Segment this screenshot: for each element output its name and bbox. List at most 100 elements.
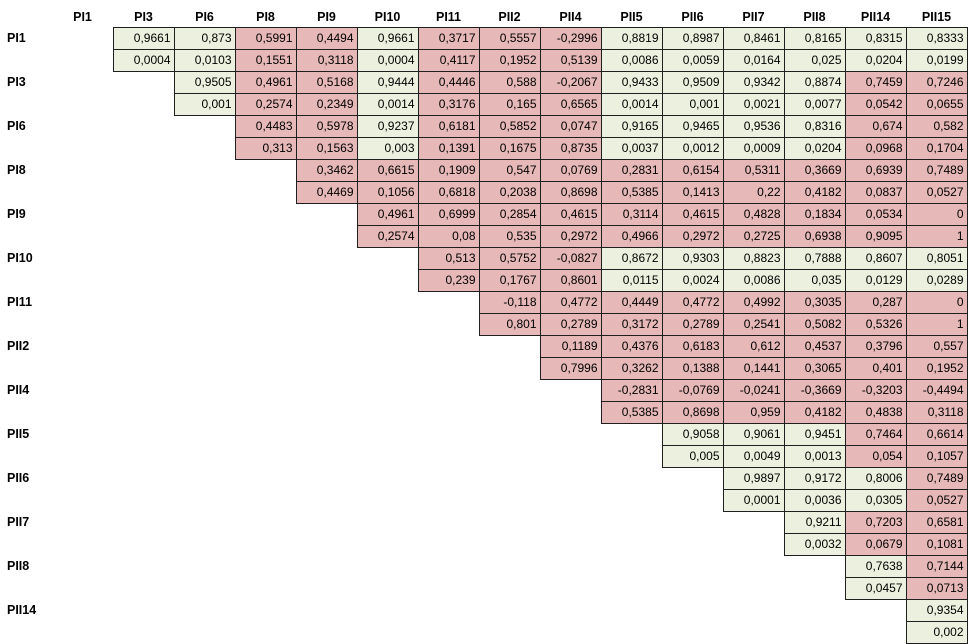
empty-cell: [235, 247, 296, 291]
pval-cell-pi1-pii5: 0,0086: [600, 48, 663, 72]
corr-cell-pii5-pii14: 0,7464: [844, 422, 907, 446]
corr-cell-pi10-pii2: 0,5752: [478, 246, 541, 270]
corr-cell-pii2-pii4: 0,1189: [539, 334, 602, 358]
row-header-pii7: PII7: [7, 515, 30, 529]
column-header-pi10: PI10: [374, 9, 401, 24]
pval-cell-pii7-pii8: 0,0032: [783, 532, 846, 556]
empty-cell: [296, 555, 357, 599]
corr-cell-pi9-pii15: 0: [905, 202, 968, 226]
empty-cell: [113, 247, 174, 291]
row-header-pi3: PI3: [7, 75, 26, 89]
column-header-pii6: PII6: [681, 9, 704, 24]
matrix-row-r-pi8: PI8 0,3462 0,6615 0,1909 0,547 0,0769 0,2831 0,…: [6, 158, 968, 203]
corr-cell-pii6-pii8: 0,9172: [783, 466, 846, 490]
empty-cell: [113, 335, 174, 379]
empty-cell: [418, 599, 479, 643]
empty-cell: [723, 555, 784, 599]
empty-cell: [113, 291, 174, 335]
pval-cell-pii2-pii4: 0,7996: [539, 356, 602, 380]
pval-cell-pi6-pi9: 0,1563: [295, 136, 358, 160]
row-header-pi11: PI11: [7, 295, 33, 309]
pval-cell-pi10-pii7: 0,0086: [722, 268, 785, 292]
corr-cell-pi6-pi8: 0,4483: [234, 114, 297, 138]
matrix-row-p-pii5: 0,005 0,0049 0,0013 0,054 0,1057: [6, 444, 968, 468]
corr-cell-pi8-pii15: 0,7489: [905, 158, 968, 182]
corr-cell-pi3-pi10: 0,9444: [356, 70, 419, 94]
pval-cell-pi11-pii2: 0,801: [478, 312, 541, 336]
pval-cell-pi6-pii5: 0,0037: [600, 136, 663, 160]
column-header-pii7: PII7: [742, 9, 765, 24]
corr-cell-pi8-pii4: 0,0769: [539, 158, 602, 182]
empty-cell: [601, 599, 662, 643]
empty-cell: [418, 379, 479, 423]
corr-cell-pi3-pii8: 0,8874: [783, 70, 846, 94]
row-header-pii5: PII5: [7, 427, 30, 441]
empty-cell: [845, 599, 906, 643]
empty-cell: [235, 467, 296, 511]
corr-cell-pi11-pii6: 0,4772: [661, 290, 724, 314]
empty-cell: [357, 599, 418, 643]
pval-cell-pi6-pii15: 0,1704: [905, 136, 968, 160]
pval-cell-pi9-pii14: 0,9095: [844, 224, 907, 248]
pval-cell-pii2-pii14: 0,401: [844, 356, 907, 380]
empty-cell: [52, 599, 113, 643]
empty-cell: [357, 555, 418, 599]
matrix-row-r-pii8: PII8 0,7638 0,7144: [6, 554, 968, 599]
empty-cell: [235, 335, 296, 379]
empty-cell: [601, 467, 662, 511]
matrix-row-r-pi11: PI11 -0,118 0,4772 0,4449 0,4772 0,4992 0,3035…: [6, 290, 968, 335]
empty-cell: [784, 555, 845, 599]
matrix-row-p-pii7: 0,0032 0,0679 0,1081: [6, 532, 968, 556]
pval-cell-pi6-pii6: 0,0012: [661, 136, 724, 160]
pval-cell-pi10-pi11: 0,239: [417, 268, 480, 292]
corr-cell-pi6-pi9: 0,5978: [295, 114, 358, 138]
corr-cell-pii4-pii6: -0,0769: [661, 378, 724, 402]
corr-cell-pi10-pii7: 0,8823: [722, 246, 785, 270]
corr-cell-pi6-pii2: 0,5852: [478, 114, 541, 138]
corr-cell-pi6-pi10: 0,9237: [356, 114, 419, 138]
corr-cell-pi11-pii14: 0,287: [844, 290, 907, 314]
pval-cell-pi3-pi9: 0,2349: [295, 92, 358, 116]
pval-cell-pi11-pii6: 0,2789: [661, 312, 724, 336]
empty-cell: [113, 71, 174, 115]
matrix-row-p-pii2: 0,7996 0,3262 0,1388 0,1441 0,3065 0,401 0,195…: [6, 356, 968, 380]
pval-cell-pii5-pii14: 0,054: [844, 444, 907, 468]
empty-cell: [174, 159, 235, 203]
empty-cell: [296, 467, 357, 511]
empty-cell: [479, 555, 540, 599]
pval-cell-pii4-pii8: 0,4182: [783, 400, 846, 424]
pval-cell-pi3-pi10: 0,0014: [356, 92, 419, 116]
corr-cell-pii2-pii6: 0,6183: [661, 334, 724, 358]
empty-cell: [418, 291, 479, 335]
matrix-row-r-pi1: PI1 0,9661 0,873 0,5991 0,4494 0,9661 0,3717 0,…: [6, 26, 968, 71]
corr-cell-pi1-pi3: 0,9661: [112, 26, 175, 50]
pval-cell-pii6-pii14: 0,0305: [844, 488, 907, 512]
empty-cell: [357, 467, 418, 511]
empty-cell: [357, 335, 418, 379]
corr-cell-pi9-pii7: 0,4828: [722, 202, 785, 226]
empty-cell: [479, 379, 540, 423]
pval-cell-pi3-pi11: 0,3176: [417, 92, 480, 116]
empty-cell: [52, 159, 113, 203]
corr-cell-pi8-pii5: 0,2831: [600, 158, 663, 182]
pval-cell-pi10-pii5: 0,0115: [600, 268, 663, 292]
corr-cell-pi1-pii2: 0,5557: [478, 26, 541, 50]
pval-cell-pi10-pii8: 0,035: [783, 268, 846, 292]
empty-cell: [357, 247, 418, 291]
empty-cell: [174, 423, 235, 467]
pval-cell-pi1-pii15: 0,0199: [905, 48, 968, 72]
pval-cell-pi9-pii6: 0,2972: [661, 224, 724, 248]
pval-cell-pi8-pi11: 0,6818: [417, 180, 480, 204]
empty-cell: [235, 511, 296, 555]
corr-cell-pii5-pii15: 0,6614: [905, 422, 968, 446]
corr-cell-pi9-pii5: 0,3114: [600, 202, 663, 226]
corr-cell-pii7-pii14: 0,7203: [844, 510, 907, 534]
empty-cell: [601, 423, 662, 467]
corr-cell-pi9-pii6: 0,4615: [661, 202, 724, 226]
empty-cell: [174, 335, 235, 379]
pval-cell-pi1-pi6: 0,0103: [173, 48, 236, 72]
corr-cell-pii4-pii5: -0,2831: [600, 378, 663, 402]
corr-cell-pi1-pi6: 0,873: [173, 26, 236, 50]
pval-cell-pi1-pi10: 0,0004: [356, 48, 419, 72]
empty-cell: [296, 511, 357, 555]
